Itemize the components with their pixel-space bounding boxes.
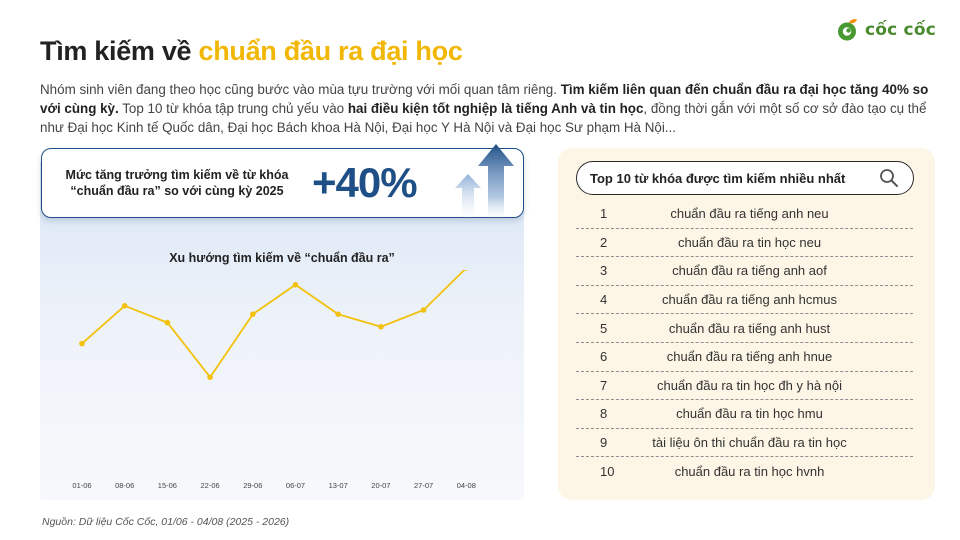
intro-text-1: Nhóm sinh viên đang theo học cũng bước v…: [40, 82, 561, 97]
intro-bold-2: hai điều kiện tốt nghiệp là tiếng Anh và…: [347, 101, 644, 116]
keyword-text: chuẩn đầu ra tiếng anh aof: [672, 263, 827, 279]
keyword-row: 10 chuẩn đầu ra tin học hvnh: [576, 457, 913, 486]
keyword-row: 7 chuẩn đầu ra tin học đh y hà nội: [576, 372, 913, 401]
x-tick-label: 22-06: [201, 481, 220, 490]
keyword-row: 4 chuẩn đầu ra tiếng anh hcmus: [576, 286, 913, 315]
keyword-text: chuẩn đầu ra tin học đh y hà nội: [656, 377, 843, 393]
chart-title: Xu hướng tìm kiếm về “chuẩn đầu ra”: [169, 251, 395, 265]
keyword-row: 8 chuẩn đầu ra tin học hmu: [576, 400, 913, 429]
data-point-08-06: [121, 303, 128, 309]
x-tick-label: 08-06: [115, 481, 134, 490]
coccoc-logo-icon: [838, 19, 857, 41]
keyword-text: chuẩn đầu ra tin học hmu: [676, 406, 823, 422]
x-tick-label: 04-08: [457, 481, 476, 490]
intro-bold-1: Tìm kiếm liên quan đến chuẩn đầu ra đại …: [40, 82, 929, 116]
intro-text-2: Top 10 từ khóa tập trung chủ yếu vào: [118, 101, 348, 116]
keyword-row: 6 chuẩn đầu ra tiếng anh hnue: [576, 343, 913, 372]
keyword-list: 1 chuẩn đầu ra tiếng anh neu 2 chuẩn đầu ra…: [576, 200, 913, 486]
keyword-rank: 5: [600, 320, 608, 336]
keyword-text: tài liệu ôn thi chuẩn đầu ra tin học: [652, 435, 847, 451]
data-point-06-07: [292, 282, 299, 288]
data-point-13-07: [335, 311, 342, 317]
x-tick-label: 20-07: [371, 481, 390, 490]
source-note: Nguồn: Dữ liệu Cốc Cốc, 01/06 - 04/08 (2…: [42, 516, 290, 528]
brand-name: cốc cốc: [865, 20, 936, 40]
x-tick-label: 13-07: [329, 481, 348, 490]
data-point-20-07: [378, 324, 384, 330]
top-keywords-panel: Top 10 từ khóa được tìm kiếm nhiều nhất …: [558, 148, 935, 500]
growth-stat-value: +40%: [312, 159, 418, 206]
keyword-row: 2 chuẩn đầu ra tin học neu: [576, 229, 913, 258]
keyword-row: 9 tài liệu ôn thi chuẩn đầu ra tin học: [576, 429, 913, 458]
series-line: [81, 270, 466, 379]
keyword-rank: 4: [600, 292, 608, 308]
top-keywords-title: Top 10 từ khóa được tìm kiếm nhiều nhất: [590, 171, 846, 186]
keyword-rank: 8: [600, 406, 608, 422]
keyword-row: 1 chuẩn đầu ra tiếng anh neu: [576, 200, 913, 229]
x-tick-label: 06-07: [286, 481, 305, 490]
search-icon: [880, 169, 898, 187]
data-point-04-08: [464, 270, 469, 271]
keyword-rank: 1: [600, 206, 608, 222]
growth-stat-label: Mức tăng trưởng tìm kiếm về từ khóa “chu…: [65, 168, 289, 198]
top-keywords-search-bar: Top 10 từ khóa được tìm kiếm nhiều nhất: [576, 161, 914, 195]
keyword-text: chuẩn đầu ra tiếng anh hust: [668, 320, 831, 336]
intro-paragraph: Nhóm sinh viên đang theo học cũng bước v…: [40, 80, 930, 137]
keyword-rank: 2: [600, 234, 608, 250]
data-point-22-06: [207, 374, 213, 380]
growth-stat-card: Mức tăng trưởng tìm kiếm về từ khóa “chu…: [41, 148, 524, 218]
page-title: Tìm kiếm về chuẩn đầu ra đại học: [40, 36, 463, 67]
keyword-rank: 10: [600, 464, 615, 480]
data-point-27-07: [420, 307, 427, 313]
coccoc-logo: cốc cốc: [836, 18, 936, 42]
keyword-text: chuẩn đầu ra tin học hvnh: [674, 464, 825, 480]
data-point-29-06: [250, 311, 256, 317]
intro-text-3: , đồng thời gắn với một số cơ sở đào tạo…: [40, 101, 927, 135]
keyword-text: chuẩn đầu ra tiếng anh hcmus: [662, 292, 837, 308]
keyword-text: chuẩn đầu ra tiếng anh hnue: [666, 349, 833, 365]
x-tick-label: 15-06: [158, 481, 177, 490]
data-point-01-06: [79, 340, 85, 347]
x-tick-label: 27-07: [414, 481, 433, 490]
keyword-row: 3 chuẩn đầu ra tiếng anh aof: [576, 257, 913, 286]
title-highlight: chuẩn đầu ra đại học: [198, 36, 463, 66]
keyword-rank: 9: [600, 435, 608, 451]
growth-arrows-icon: [455, 144, 514, 220]
keyword-rank: 7: [600, 377, 608, 393]
keyword-row: 5 chuẩn đầu ra tiếng anh hust: [576, 314, 913, 343]
data-point-15-06: [164, 319, 171, 326]
keyword-text: chuẩn đầu ra tiếng anh neu: [670, 206, 829, 222]
keyword-rank: 6: [600, 349, 608, 365]
title-plain: Tìm kiếm về: [40, 36, 199, 66]
line-chart: 01-06 08-06 15-06 22-06 29-06 06-07 13-07 20-07…: [72, 270, 476, 490]
keyword-text: chuẩn đầu ra tin học neu: [677, 234, 822, 250]
x-tick-label: 29-06: [243, 481, 262, 490]
x-tick-label: 01-06: [72, 481, 91, 490]
keyword-rank: 3: [600, 263, 608, 279]
